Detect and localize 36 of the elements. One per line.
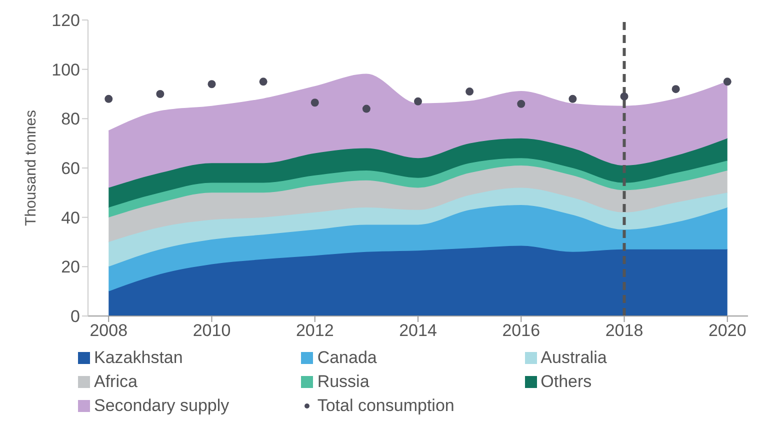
point — [156, 90, 164, 98]
legend-label: Total consumption — [317, 395, 454, 417]
x-tick-label: 2010 — [192, 321, 231, 340]
legend-label: Canada — [317, 347, 377, 369]
legend-label: Australia — [540, 347, 607, 369]
point — [568, 94, 577, 103]
y-tick-label: 60 — [61, 159, 80, 178]
point — [466, 88, 474, 96]
point — [414, 97, 422, 106]
y-tick-label: 20 — [61, 258, 80, 277]
x-tick-label: 2018 — [605, 321, 644, 340]
legend-label: Others — [540, 371, 592, 393]
point — [362, 104, 370, 113]
legend-label: Africa — [94, 371, 138, 393]
point — [620, 92, 628, 100]
y-axis-title: Thousand tonnes — [22, 110, 40, 226]
point — [310, 98, 319, 107]
x-tick-label: 2008 — [90, 321, 128, 340]
point — [517, 100, 526, 108]
y-tick-label: 80 — [61, 110, 80, 129]
y-tick-label: 100 — [52, 60, 80, 80]
legend-label: Secondary supply — [94, 395, 230, 417]
point — [723, 78, 732, 86]
x-tick-label: 2016 — [502, 321, 540, 340]
legend-label: Russia — [317, 371, 370, 393]
point — [208, 80, 216, 88]
legend-label: Kazakhstan — [94, 347, 183, 369]
y-tick-label: 0 — [70, 307, 80, 326]
point — [259, 78, 268, 86]
point — [672, 85, 680, 94]
y-tick-label: 40 — [61, 208, 80, 228]
y-tick-label: 120 — [52, 11, 80, 30]
x-tick-label: 2020 — [708, 321, 746, 340]
x-tick-label: 2014 — [399, 321, 437, 340]
x-tick-label: 2012 — [296, 321, 334, 340]
point — [104, 94, 113, 103]
